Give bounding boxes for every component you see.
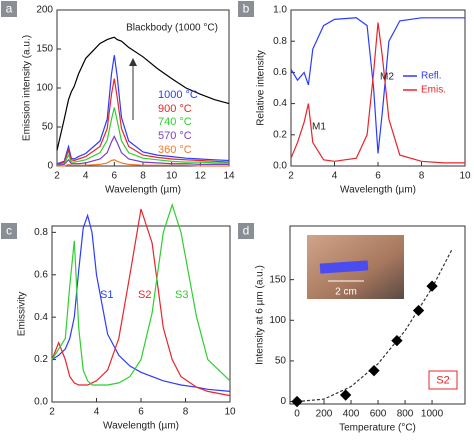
x-tick-label: 4 xyxy=(332,171,338,182)
y-tick-label: 150 xyxy=(269,274,286,285)
label-box xyxy=(428,370,458,390)
x-tick-label: 8 xyxy=(183,407,189,418)
x-tick-label: 4 xyxy=(83,171,89,182)
x-tick-label: 200 xyxy=(316,409,333,420)
series-label: Blackbody (1000 °C) xyxy=(126,23,218,34)
x-tick-label: 10 xyxy=(459,171,471,182)
x-tick-label: 6 xyxy=(138,407,144,418)
series-line xyxy=(56,107,229,166)
series-line xyxy=(290,22,465,164)
x-tick-label: 4 xyxy=(94,407,100,418)
y-tick-label: 0.4 xyxy=(273,98,287,109)
series-line xyxy=(51,208,231,397)
series-label: 570 °C xyxy=(158,130,192,142)
series-label: S1 xyxy=(100,289,113,301)
series-label: 900 °C xyxy=(158,103,192,115)
x-tick-label: 6 xyxy=(375,171,381,182)
plot-frame xyxy=(289,225,466,405)
panel-tag: d xyxy=(243,224,250,238)
x-tick-label: 600 xyxy=(370,409,387,420)
x-tick-label: 8 xyxy=(419,171,425,182)
y-tick-label: 50 xyxy=(42,122,54,133)
x-tick-label: 2 xyxy=(54,171,60,182)
series-line xyxy=(51,202,231,386)
annotation: M2 xyxy=(380,72,394,83)
series-line xyxy=(290,17,465,154)
panel-tag: b xyxy=(243,2,250,16)
data-point xyxy=(391,334,403,347)
panel-tag: a xyxy=(6,2,13,16)
data-point xyxy=(426,280,438,292)
x-tick-label: 8 xyxy=(140,171,146,182)
x-axis-title: Temperature (°C) xyxy=(339,423,416,434)
x-tick-label: 10 xyxy=(166,171,178,182)
y-tick-label: 50 xyxy=(275,356,287,367)
series-line xyxy=(56,55,230,165)
x-tick-label: 12 xyxy=(195,171,207,182)
data-point xyxy=(412,304,425,317)
y-tick-label: 0.2 xyxy=(34,354,48,365)
x-tick-label: 0 xyxy=(294,409,300,420)
arrow-head xyxy=(129,58,137,66)
y-tick-label: 0 xyxy=(280,396,286,407)
data-point xyxy=(368,365,380,377)
x-axis-title: Wavelength (µm) xyxy=(105,185,181,196)
y-axis-title: Relative intensity xyxy=(256,50,267,126)
y-tick-label: 100 xyxy=(36,83,53,94)
y-tick-label: 0.8 xyxy=(273,36,287,47)
y-tick-label: 150 xyxy=(36,44,53,55)
y-axis-title: Intensity at 6 µm (a.u.) xyxy=(255,265,266,365)
panel-tag-box xyxy=(1,1,17,17)
series-line xyxy=(56,36,230,151)
x-tick-label: 400 xyxy=(343,409,360,420)
series-line xyxy=(56,135,229,166)
x-tick-label: 1000 xyxy=(421,409,444,420)
y-tick-label: 0.8 xyxy=(34,227,48,238)
data-point xyxy=(291,395,303,408)
y-tick-label: 100 xyxy=(269,315,286,326)
y-tick-label: 0.2 xyxy=(273,129,287,140)
x-tick-label: 2 xyxy=(288,171,294,182)
y-tick-label: 0.6 xyxy=(273,67,287,78)
panel-tag-box xyxy=(238,223,254,239)
annotation: M1 xyxy=(312,122,326,133)
series-label: S3 xyxy=(175,289,188,301)
y-tick-label: 0.0 xyxy=(34,397,48,408)
y-tick-label: 0.6 xyxy=(34,269,48,280)
x-axis-title: Wavelength (µm) xyxy=(340,185,416,196)
y-tick-label: 200 xyxy=(36,5,53,16)
legend-label: Emis. xyxy=(421,85,446,96)
series-line xyxy=(57,159,229,167)
y-axis-title: Emission intensity (a.u.) xyxy=(22,35,33,141)
series-label: 740 °C xyxy=(158,116,192,128)
panel-tag: c xyxy=(6,224,12,238)
x-tick-label: 2 xyxy=(49,407,55,418)
panel-tag-box xyxy=(1,223,17,239)
inset-photo: 2 cm xyxy=(307,235,404,299)
y-axis-title: Emissivity xyxy=(17,292,28,336)
y-tick-label: 0 xyxy=(47,161,53,172)
sample xyxy=(319,260,369,274)
series-line xyxy=(51,213,231,392)
x-tick-label: 6 xyxy=(112,171,118,182)
scale-label: 2 cm xyxy=(335,287,357,298)
series-line xyxy=(56,78,230,165)
x-axis-title: Wavelength (µm) xyxy=(103,421,179,432)
series-label: 1000 °C xyxy=(158,89,198,101)
x-tick-label: 10 xyxy=(224,407,236,418)
x-tick-label: 14 xyxy=(223,171,235,182)
y-tick-label: 0.4 xyxy=(34,312,48,323)
y-tick-label: 1.0 xyxy=(273,5,287,16)
legend-label: Refl. xyxy=(421,71,442,82)
sample-label: S2 xyxy=(436,374,449,386)
x-tick-label: 800 xyxy=(397,409,414,420)
series-label: S2 xyxy=(138,289,151,301)
series-label: 360 °C xyxy=(158,144,192,156)
y-tick-label: 0.0 xyxy=(273,161,287,172)
panel-tag-box xyxy=(238,1,254,17)
plot-frame xyxy=(51,225,231,403)
data-point xyxy=(339,389,352,401)
